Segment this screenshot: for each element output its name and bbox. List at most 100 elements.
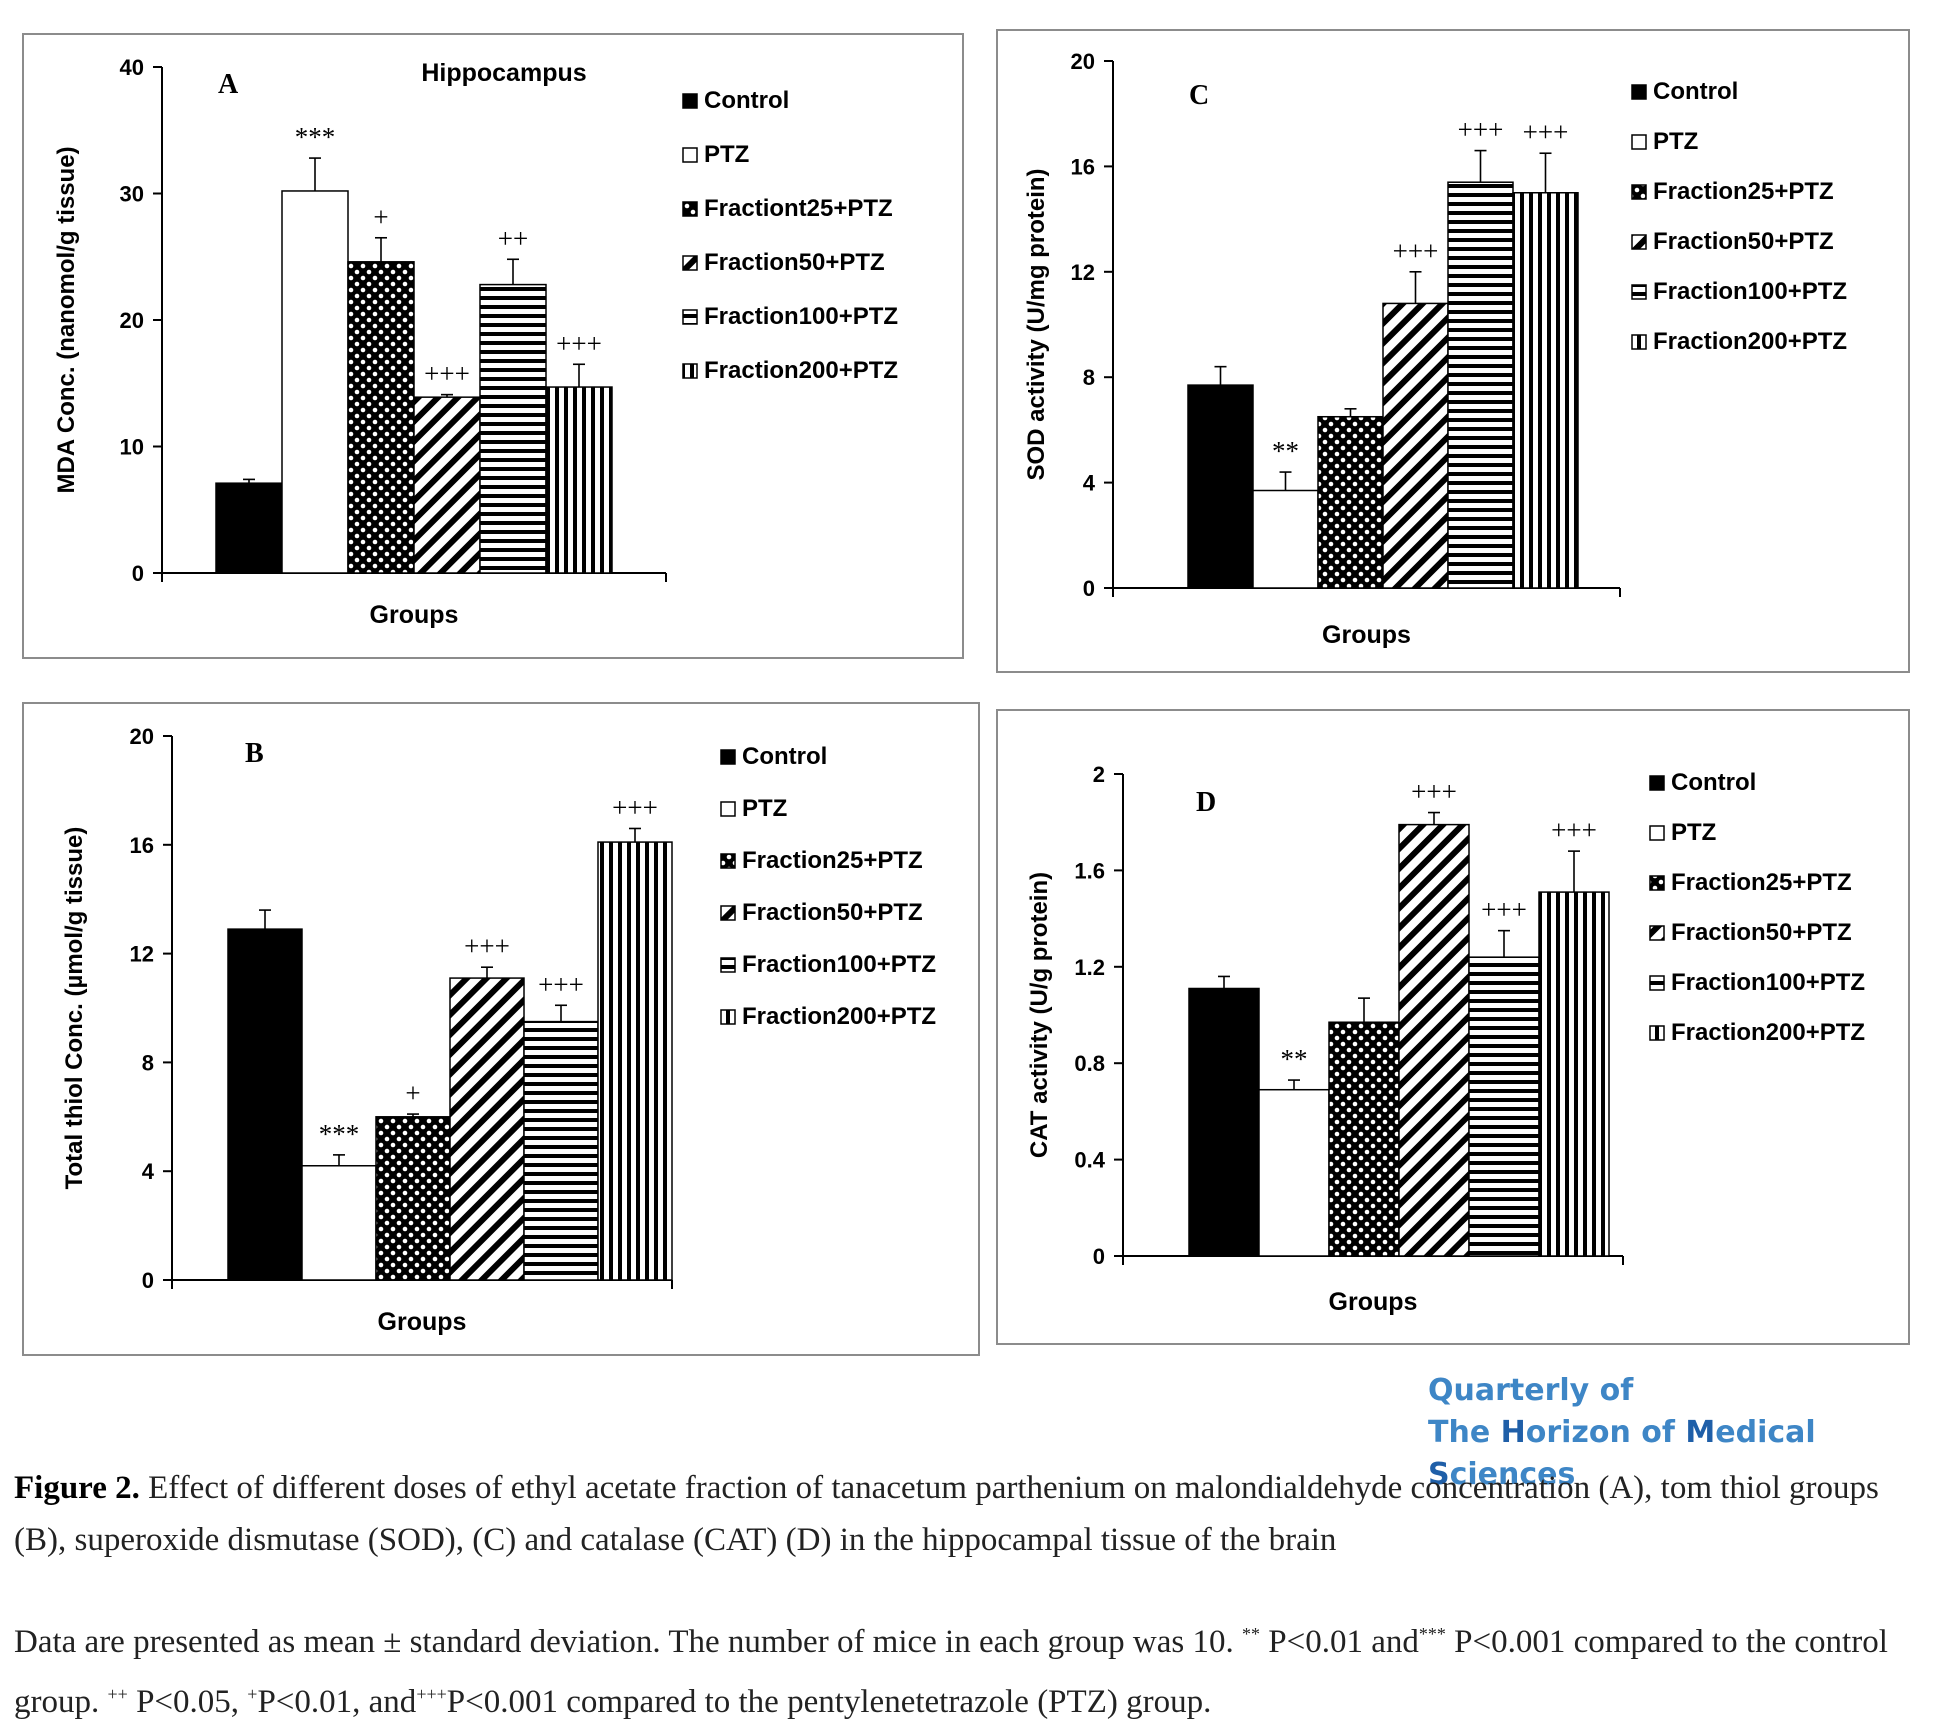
significance-label: +++ [464,931,510,961]
notes-text: P<0.001 compared to the control group. [14,1624,1888,1720]
bar [1538,891,1610,1257]
bar [479,283,547,574]
legend-swatch [1631,284,1647,300]
legend-label: Control [1671,769,1756,796]
legend-swatch [720,749,736,765]
y-tick-label: 20 [1071,49,1095,74]
bar [545,386,613,574]
bar [1382,302,1449,589]
logo-part: H [1500,1415,1526,1450]
bar [1188,987,1260,1257]
legend-label: Fraction50+PTZ [742,899,923,926]
notes-text: P<0.01, and [257,1684,417,1720]
y-tick-label: 16 [130,833,154,858]
legend-swatch [682,93,698,109]
y-tick-label: 0.8 [1074,1051,1105,1076]
journal-logo-line2: The Horizon of Medical Sciences [1428,1412,1935,1496]
legend-swatch [1631,234,1647,250]
logo-part: The [1428,1415,1501,1450]
y-tick-label: 0 [142,1268,154,1293]
y-tick-label: 12 [1071,260,1095,285]
legend-label: Fraction200+PTZ [742,1003,936,1030]
notes-text: P<0.001 compared to the pentylenetetrazo… [446,1684,1212,1720]
legend-label: PTZ [1653,128,1698,155]
bar [1252,489,1319,589]
chart-title: Hippocampus [421,59,586,87]
significance-label: +++ [1411,777,1457,807]
figure-caption-text: Effect of different doses of ethyl aceta… [14,1470,1879,1558]
legend-label: Control [1653,78,1738,105]
notes-sup: *** [1418,1624,1446,1644]
legend-label: Fraction200+PTZ [704,357,898,384]
significance-label: + [373,202,388,232]
chart-panel-a: 0 10 20 30 40 *** + +++ ++ +++ MDA Conc. (nanomol/… [22,33,964,659]
y-tick-label: 4 [1083,471,1096,496]
legend-swatch [720,905,736,921]
chart-c-svg: 0 4 8 12 16 20 ** +++ +++ +++ SOD activity (U/mg p… [1023,49,1847,649]
legend-label: Fractiont25+PTZ [704,195,893,222]
legend-swatch [1649,925,1665,941]
bar [1258,1088,1330,1257]
bar [1328,1021,1400,1257]
logo-part: edical [1715,1415,1816,1450]
significance-label: *** [295,122,336,152]
legend-swatch [720,801,736,817]
legend-label: Fraction50+PTZ [1671,919,1852,946]
legend-label: PTZ [704,141,749,168]
legend-swatch [720,957,736,973]
y-tick-label: 20 [120,308,144,333]
bar [1468,956,1540,1257]
y-tick-label: 20 [130,724,154,749]
legend-label: Fraction100+PTZ [1671,969,1865,996]
legend-label: Fraction50+PTZ [1653,228,1834,255]
y-tick-label: 0 [1083,576,1095,601]
legend-swatch [1631,334,1647,350]
panel-letter: D [1196,787,1216,818]
chart-panel-b: 0 4 8 12 16 20 *** + +++ +++ +++ Total thiol Conc. … [22,702,980,1356]
notes-text: P<0.01 and [1259,1624,1419,1660]
significance-label: *** [319,1119,360,1149]
y-axis-label: MDA Conc. (nanomol/g tissue) [53,146,80,493]
notes-text: Data are presented as mean ± standard de… [14,1624,1242,1660]
y-tick-label: 16 [1071,154,1095,179]
significance-label: +++ [1551,815,1597,845]
significance-label: +++ [1481,895,1527,925]
bar [375,1116,451,1281]
legend-swatch [1631,84,1647,100]
bar [413,396,481,574]
legend-label: Fraction200+PTZ [1671,1019,1865,1046]
y-axis-label: SOD activity (U/mg protein) [1023,168,1050,480]
y-tick-label: 0 [1093,1244,1105,1269]
legend-swatch [720,1009,736,1025]
legend-label: Control [742,743,827,770]
legend-label: PTZ [742,795,787,822]
legend-swatch [1649,875,1665,891]
x-axis-label: Groups [1329,1288,1418,1316]
legend-swatch [682,147,698,163]
figure-label: Figure 2. [14,1470,140,1506]
bar [523,1020,599,1281]
legend-label: Fraction25+PTZ [742,847,923,874]
bar [1317,415,1384,589]
notes-text: P<0.05, [127,1684,248,1720]
panel-letter: B [245,738,264,769]
bar [1187,384,1254,589]
significance-label: +++ [1458,115,1504,145]
y-tick-label: 1.2 [1074,955,1105,980]
y-tick-label: 40 [120,55,144,80]
logo-part: S [1428,1457,1450,1492]
y-tick-label: 2 [1093,762,1105,787]
y-tick-label: 4 [142,1159,155,1184]
chart-panel-c: 0 4 8 12 16 20 ** +++ +++ +++ SOD activity (U/mg p… [996,29,1910,673]
legend-swatch [682,255,698,271]
logo-part: orizon of [1525,1415,1686,1450]
y-axis-label: Total thiol Conc. (µmol/g tissue) [61,827,88,1190]
figure-caption: Figure 2. Effect of different doses of e… [14,1462,1919,1566]
legend-swatch [682,201,698,217]
bar [1512,192,1579,589]
legend-label: Fraction25+PTZ [1653,178,1834,205]
bar [281,190,349,574]
panel-letter: A [218,69,239,100]
notes-sup: + [247,1684,258,1704]
significance-label: +++ [612,792,658,822]
